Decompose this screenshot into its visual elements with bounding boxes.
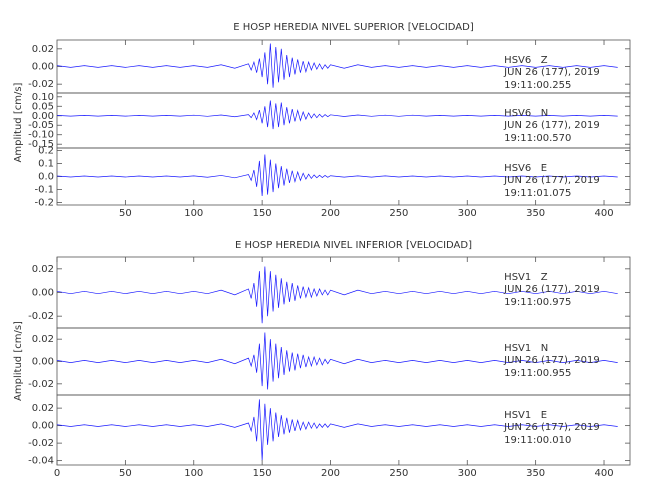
x-tick-label: 150 [253,468,272,479]
y-tick-label: 0.1 [38,159,54,170]
trace [56,399,618,461]
station-label: HSV6 E [504,163,547,174]
x-tick-label: 350 [526,208,545,219]
y-tick-label: -0.10 [28,130,54,141]
y-tick-label: -0.15 [28,139,54,150]
y-axis-label: Amplitud [cm/s] [13,321,24,401]
y-tick-label: 0.00 [32,62,54,73]
x-tick-label: 350 [526,468,545,479]
date-label: JUN 26 (177), 2019 [503,355,600,366]
x-tick-label: 100 [184,208,203,219]
station-label: HSV1 Z [504,272,548,283]
date-label: JUN 26 (177), 2019 [503,120,600,131]
y-tick-label: 0.00 [32,288,54,299]
date-label: JUN 26 (177), 2019 [503,284,600,295]
y-tick-label: 0.2 [38,146,54,157]
y-tick-label: 0.00 [32,421,54,432]
y-tick-label: -0.02 [28,311,54,322]
x-tick-label: 50 [119,468,132,479]
y-tick-label: 0.0 [38,172,54,183]
trace [56,332,618,390]
y-tick-label: 0.02 [32,334,54,345]
station-label: HSV6 N [504,108,548,119]
panel-frame [56,394,631,466]
y-tick-label: -0.02 [28,79,54,90]
trace [56,266,618,324]
station-label: HSV6 Z [504,55,548,66]
y-tick-label: -0.1 [34,184,54,195]
x-tick-label: 100 [184,468,203,479]
date-label: JUN 26 (177), 2019 [503,175,600,186]
x-tick-label: 300 [458,468,477,479]
y-tick-label: 0.02 [32,403,54,414]
x-tick-label: 250 [389,468,408,479]
x-tick-label: 300 [458,208,477,219]
y-tick-label: -0.02 [28,438,54,449]
time-label: 19:11:01.075 [504,188,571,199]
y-tick-label: -0.2 [34,197,54,208]
y-axis-label: Amplitud [cm/s] [13,82,24,162]
x-tick-label: 200 [321,468,340,479]
x-tick-label: 400 [594,208,613,219]
y-tick-label: -0.04 [28,456,54,467]
x-tick-label: 250 [389,208,408,219]
x-tick-label: 150 [253,208,272,219]
station-label: HSV1 N [504,343,548,354]
trace [56,100,618,130]
time-label: 19:11:00.010 [504,435,571,446]
y-tick-label: -0.05 [28,120,54,131]
date-label: JUN 26 (177), 2019 [503,422,600,433]
trace [56,154,618,196]
x-tick-label: 200 [321,208,340,219]
date-label: JUN 26 (177), 2019 [503,67,600,78]
trace [56,43,618,88]
x-tick-label: 0 [54,468,60,479]
station-label: HSV1 E [504,410,547,421]
y-tick-label: 0.00 [32,111,54,122]
chart-title: E HOSP HEREDIA NIVEL SUPERIOR [VELOCIDAD… [233,22,474,33]
x-tick-label: 50 [119,208,132,219]
y-tick-label: 0.00 [32,357,54,368]
time-label: 19:11:00.975 [504,297,571,308]
time-label: 19:11:00.955 [504,368,571,379]
time-label: 19:11:00.570 [504,133,571,144]
y-tick-label: 0.02 [32,264,54,275]
y-tick-label: 0.02 [32,44,54,55]
y-tick-label: 0.10 [32,92,54,103]
y-tick-label: 0.05 [32,101,54,112]
time-label: 19:11:00.255 [504,80,571,91]
y-tick-label: -0.02 [28,379,54,390]
chart-title: E HOSP HEREDIA NIVEL INFERIOR [VELOCIDAD… [235,240,472,251]
x-tick-label: 400 [594,468,613,479]
